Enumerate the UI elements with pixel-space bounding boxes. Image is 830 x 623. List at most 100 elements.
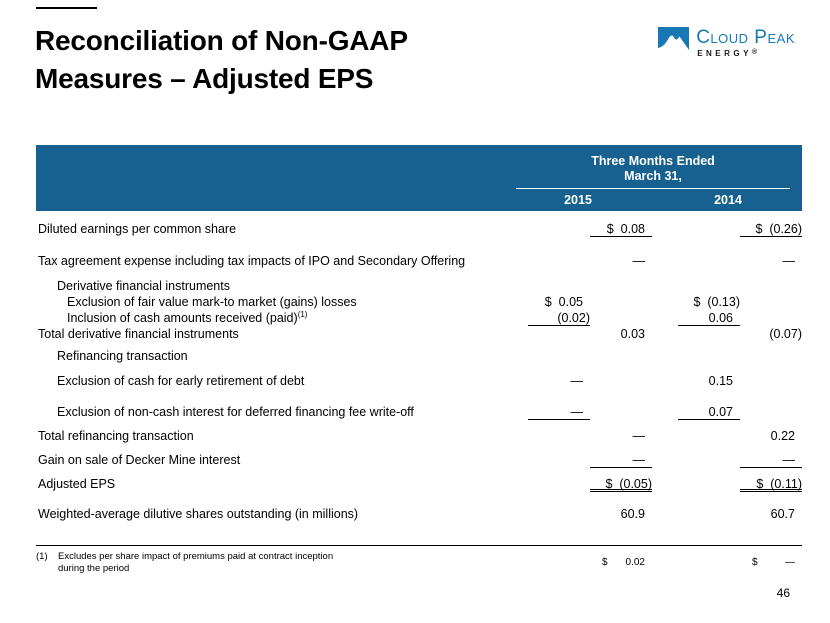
row-label: Inclusion of cash amounts received (paid… (67, 309, 308, 325)
brand-name: Cloud Peak (696, 27, 795, 48)
table-row: Exclusion of fair value mark-to market (… (36, 294, 802, 310)
value-cell-i14 (678, 348, 740, 364)
value-cell-i14 (678, 428, 740, 444)
column-header-2015: 2015 (564, 193, 592, 207)
value-cell-o15: — (632, 429, 646, 443)
value-cell-o15 (590, 373, 652, 389)
value-cell-i15 (528, 452, 590, 468)
footnote-marker: (1) (36, 551, 48, 562)
value-cell-o14: — (782, 254, 796, 268)
row-label: Refinancing transaction (57, 349, 188, 363)
value-cell-o14: (0.07) (769, 327, 802, 341)
row-label: Tax agreement expense including tax impa… (38, 254, 466, 268)
brand-subtitle-text: ENERGY (697, 49, 752, 58)
value-cell-i15 (528, 348, 590, 364)
table-body: Diluted earnings per common share $ 0.08 $… (36, 221, 802, 522)
value-cell-i14 (678, 476, 740, 492)
footnote-2014-amount: — (785, 557, 795, 568)
footnote-divider (36, 545, 802, 546)
value-cell-i14 (678, 506, 740, 522)
value-cell-o15 (590, 294, 652, 310)
table-row: Exclusion of non-cash interest for defer… (36, 404, 802, 420)
value-cell-i15 (528, 506, 590, 522)
value-cell-i14: 0.15 (708, 374, 733, 388)
value-cell-o14: 60.7 (770, 507, 795, 521)
row-label: Weighted-average dilutive shares outstan… (38, 507, 359, 521)
value-cell-i14 (678, 221, 740, 237)
value-cell-o15: — (590, 452, 652, 468)
table-header: Three Months Ended March 31, 2015 2014 (36, 145, 802, 211)
value-cell-i15 (528, 476, 590, 492)
table-header-columns-area: Three Months Ended March 31, 2015 2014 (516, 145, 802, 211)
row-label: Exclusion of non-cash interest for defer… (57, 405, 414, 419)
row-label: Diluted earnings per common share (38, 222, 237, 236)
table-row: Tax agreement expense including tax impa… (36, 253, 802, 269)
row-label: Exclusion of cash for early retirement o… (57, 374, 305, 388)
value-cell-i15 (528, 326, 590, 342)
value-cell-o14 (740, 278, 802, 294)
table-row: Inclusion of cash amounts received (paid… (36, 310, 802, 326)
footnote: (1) Excludes per share impact of premium… (36, 551, 802, 575)
value-cell-i15: $ 0.05 (544, 295, 583, 309)
column-header-2014: 2014 (714, 193, 742, 207)
value-cell-i15: — (570, 374, 584, 388)
footnote-2014-currency: $ (752, 557, 758, 568)
value-cell-i15: (0.02) (528, 310, 590, 326)
value-cell-i15 (528, 221, 590, 237)
row-label: Total refinancing transaction (38, 429, 194, 443)
value-cell-o15 (590, 404, 652, 420)
table-row: Derivative financial instruments (36, 278, 802, 294)
table-row: Total derivative financial instruments 0.… (36, 326, 802, 342)
footnote-2015-amount: 0.02 (625, 557, 645, 568)
value-cell-o15: 60.9 (620, 507, 645, 521)
footnote-value-2014: $ — (740, 557, 802, 568)
footnote-text-line2: during the period (58, 563, 130, 574)
reconciliation-table: Three Months Ended March 31, 2015 2014 D… (36, 145, 802, 522)
value-cell-i14: 0.07 (678, 404, 740, 420)
table-row: Refinancing transaction (36, 348, 802, 364)
table-row: Adjusted EPS $ (0.05) $ (0.11) (36, 476, 802, 492)
footnote-value-2015: $0.02 (590, 557, 652, 568)
row-label: Adjusted EPS (38, 477, 116, 491)
value-cell-i15: — (528, 404, 590, 420)
value-cell-o15: $ (0.05) (590, 476, 652, 492)
value-cell-i15 (528, 428, 590, 444)
value-cell-o14: — (740, 452, 802, 468)
table-row: Exclusion of cash for early retirement o… (36, 373, 802, 389)
value-cell-i14: 0.06 (678, 310, 740, 326)
slide-title-line2: Measures – Adjusted EPS (35, 63, 374, 94)
cloud-peak-logo: Cloud Peak ENERGY® (658, 27, 795, 58)
value-cell-o15: — (632, 254, 646, 268)
value-cell-i14 (678, 253, 740, 269)
table-row: Total refinancing transaction — 0.22 (36, 428, 802, 444)
page-number: 46 (776, 586, 790, 600)
row-label: Exclusion of fair value mark-to market (… (67, 295, 357, 309)
period-header-line1: Three Months Ended (591, 154, 715, 168)
value-cell-o15 (590, 278, 652, 294)
table-header-spacer (36, 145, 516, 211)
value-cell-i14 (678, 278, 740, 294)
period-header-line2: March 31, (624, 169, 682, 183)
value-cell-i14 (678, 452, 740, 468)
slide-title: Reconciliation of Non-GAAP Measures – Ad… (35, 22, 408, 98)
value-cell-o15: $ 0.08 (590, 221, 652, 237)
value-cell-o14: 0.22 (770, 429, 795, 443)
value-cell-o14 (740, 373, 802, 389)
value-cell-i15 (528, 253, 590, 269)
table-row: Weighted-average dilutive shares outstan… (36, 506, 802, 522)
top-rule (36, 7, 97, 9)
row-label: Total derivative financial instruments (38, 327, 239, 341)
registered-mark: ® (751, 49, 758, 56)
value-cell-o14 (740, 348, 802, 364)
footnote-2015-currency: $ (602, 557, 608, 568)
value-cell-o14 (740, 294, 802, 310)
logo-text: Cloud Peak ENERGY® (696, 27, 795, 58)
value-cell-i14: $ (0.13) (693, 295, 740, 309)
value-cell-o15: 0.03 (620, 327, 645, 341)
footnote-body: (1) Excludes per share impact of premium… (36, 551, 528, 575)
year-columns: 2015 2014 (516, 188, 790, 207)
value-cell-o15 (590, 348, 652, 364)
footnote-text: Excludes per share impact of premiums pa… (58, 551, 333, 575)
table-row: Diluted earnings per common share $ 0.08 $… (36, 221, 802, 237)
